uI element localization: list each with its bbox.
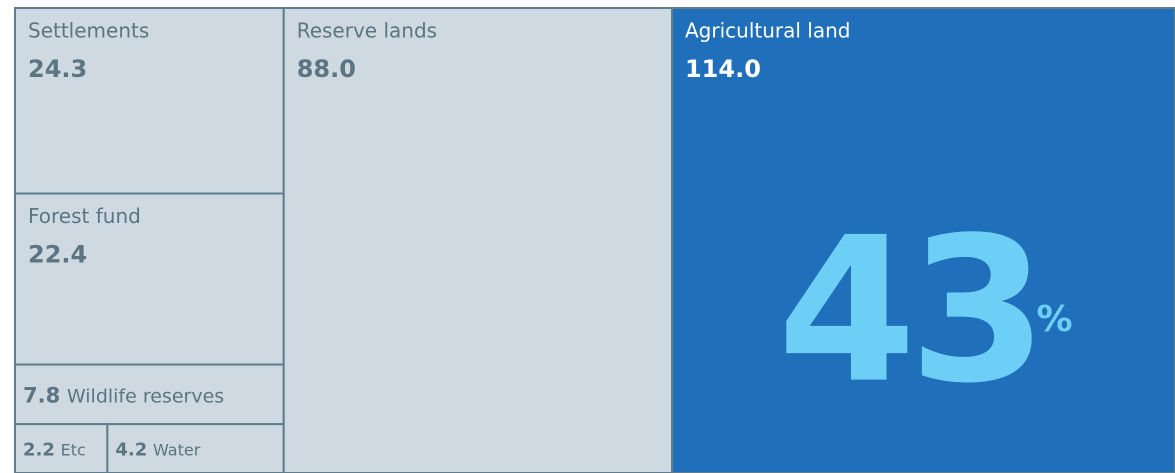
tile-label: 2.2 Etc <box>23 440 86 461</box>
tile <box>670 7 1175 473</box>
tile <box>14 7 285 195</box>
tile-name: Etc <box>61 440 86 459</box>
tile-name: Water <box>153 440 201 459</box>
tile-value: 88.0 <box>297 55 356 83</box>
tile-name: Forest fund <box>28 204 141 228</box>
tile-name: Agricultural land <box>685 19 850 43</box>
highlight-unit: % <box>1036 299 1072 340</box>
highlight-number: 43 <box>777 195 1039 428</box>
tile-value: 4.2 <box>115 440 147 461</box>
tile-value: 24.3 <box>28 55 87 83</box>
tile-value: 114.0 <box>685 55 761 83</box>
tile <box>282 7 673 473</box>
tile <box>14 363 285 426</box>
tile-name: Wildlife reserves <box>67 385 224 407</box>
tile-value: 2.2 <box>23 440 55 461</box>
tile-label: 7.8 Wildlife reserves <box>23 383 224 407</box>
tile-value: 22.4 <box>28 241 87 269</box>
tile-value: 7.8 <box>23 383 60 407</box>
tile <box>14 192 285 366</box>
tile-label: 4.2 Water <box>115 440 200 461</box>
tile-name: Reserve lands <box>297 19 437 43</box>
tile-name: Settlements <box>28 19 149 43</box>
